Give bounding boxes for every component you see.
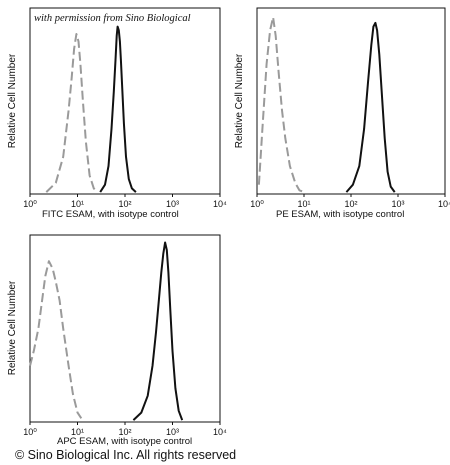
x-tick-label: 10³	[166, 427, 179, 437]
histogram-panel-1: 10⁰ 10¹ 10² 10³ 10⁴ Relative Cell Number FIT…	[7, 7, 227, 220]
panel-3-plot	[29, 241, 184, 421]
panel-1-x-axis-label: FITC ESAM, with isotype control	[42, 209, 179, 220]
x-tick-label: 10⁰	[23, 427, 37, 437]
x-tick-label: 10⁰	[23, 199, 37, 209]
panel-3-frame	[29, 234, 221, 423]
x-tick-label: 10¹	[297, 199, 310, 209]
panel-2-x-ticks: 10⁰ 10¹ 10² 10³ 10⁴	[250, 194, 450, 209]
x-tick-label: 10¹	[71, 199, 84, 209]
x-tick-label: 10³	[166, 199, 179, 209]
x-tick-label: 10⁴	[213, 199, 227, 209]
esam-histogram-line-2	[345, 21, 396, 193]
x-tick-label: 10⁴	[213, 427, 227, 437]
x-tick-label: 10³	[391, 199, 404, 209]
panel-3-y-axis-label: Relative Cell Number	[7, 280, 18, 375]
esam-histogram-line-3	[132, 241, 184, 421]
panel-1-y-axis-label: Relative Cell Number	[7, 53, 18, 148]
esam-histogram-line-1	[99, 25, 137, 193]
panel-2-plot	[257, 16, 396, 194]
panel-1-x-ticks: 10⁰ 10¹ 10² 10³ 10⁴	[23, 194, 227, 209]
panel-1-frame	[29, 7, 221, 195]
x-tick-label: 10²	[118, 427, 131, 437]
histogram-panel-2: 10⁰ 10¹ 10² 10³ 10⁴ Relative Cell Number PE …	[234, 7, 450, 220]
watermark-text: with permission from Sino Biological	[34, 13, 191, 24]
isotype-control-histogram-line-3	[29, 260, 83, 419]
x-tick-label: 10⁰	[250, 199, 264, 209]
panel-3-x-axis-label: APC ESAM, with isotype control	[57, 436, 192, 447]
panel-3-x-ticks: 10⁰ 10¹ 10² 10³ 10⁴	[23, 422, 227, 437]
panel-1-plot	[45, 25, 137, 193]
x-tick-label: 10²	[344, 199, 357, 209]
x-tick-label: 10⁴	[438, 199, 450, 209]
isotype-control-histogram-line-1	[45, 33, 98, 193]
x-tick-label: 10²	[118, 199, 131, 209]
panel-2-x-axis-label: PE ESAM, with isotype control	[276, 209, 404, 220]
panel-2-frame	[256, 7, 446, 195]
isotype-control-histogram-line-2	[257, 16, 305, 194]
copyright-footer: © Sino Biological Inc. All rights reserv…	[15, 448, 236, 462]
histogram-panel-3: 10⁰ 10¹ 10² 10³ 10⁴ Relative Cell Number APC…	[7, 234, 227, 447]
x-tick-label: 10¹	[71, 427, 84, 437]
panel-2-y-axis-label: Relative Cell Number	[234, 53, 245, 148]
